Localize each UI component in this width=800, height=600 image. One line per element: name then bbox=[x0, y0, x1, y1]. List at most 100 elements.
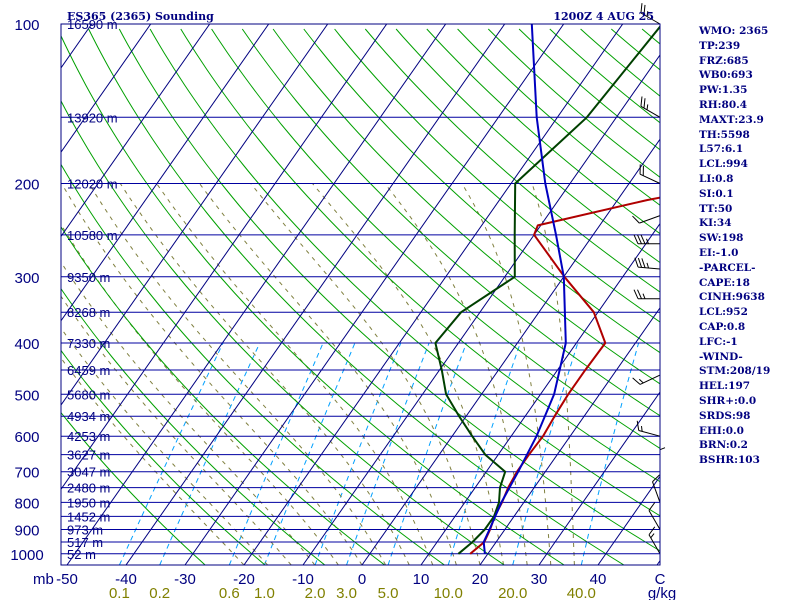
moist-adiabats bbox=[61, 183, 575, 565]
isotherm-line bbox=[420, 222, 660, 565]
mixing-ratio-line bbox=[387, 342, 467, 565]
dry-adiabat bbox=[61, 411, 206, 565]
isotherm-line bbox=[61, 24, 388, 491]
dry-adiabat bbox=[334, 28, 660, 323]
index-line: STM:208/19 bbox=[699, 365, 771, 378]
index-line: SW:198 bbox=[699, 232, 744, 245]
valid-time: 1200Z 4 AUG 25 bbox=[553, 10, 654, 23]
mixing-ratio-label: 3.0 bbox=[336, 585, 357, 600]
wind-barb bbox=[636, 420, 661, 437]
dry-adiabats bbox=[61, 28, 660, 565]
height-label: 517 m bbox=[67, 535, 103, 550]
pressure-tick-label: 900 bbox=[14, 523, 39, 540]
index-line: -PARCEL- bbox=[699, 261, 756, 274]
plot-frame bbox=[60, 23, 661, 566]
index-line: CAP:0.8 bbox=[699, 320, 746, 333]
wind-barb bbox=[632, 374, 661, 385]
dry-adiabat bbox=[149, 28, 660, 517]
index-line: WMO: 2365 bbox=[699, 25, 769, 37]
dry-adiabat bbox=[457, 28, 660, 206]
wind-barb bbox=[639, 164, 661, 184]
plot-area bbox=[0, 3, 666, 566]
dry-adiabat bbox=[61, 287, 326, 565]
moist-adiabat bbox=[119, 183, 410, 565]
index-line: BSHR:103 bbox=[699, 454, 760, 467]
index-line: -WIND- bbox=[699, 350, 743, 363]
isobars bbox=[61, 23, 660, 555]
pressure-unit-label: mb bbox=[33, 571, 54, 588]
height-label: 1452 m bbox=[67, 509, 110, 524]
mixing-ratio-label: 5.0 bbox=[378, 585, 399, 600]
temperature-tick-label: -10 bbox=[292, 571, 314, 588]
height-label: 12020 m bbox=[67, 177, 118, 192]
isotherm-line bbox=[61, 24, 211, 238]
temperature-tick-label: -40 bbox=[115, 571, 137, 588]
mixing-ratio-line bbox=[228, 342, 324, 565]
dry-adiabat bbox=[118, 28, 660, 552]
dry-adiabat bbox=[518, 28, 660, 151]
moist-adiabat bbox=[531, 183, 575, 565]
pressure-tick-label: 400 bbox=[14, 336, 39, 353]
temperature-tick-label: 30 bbox=[531, 571, 548, 588]
isotherm-line bbox=[361, 138, 660, 565]
height-label: 973 m bbox=[67, 523, 103, 538]
moist-adiabat bbox=[199, 183, 457, 565]
mixing-ratio-label: 10.0 bbox=[434, 585, 463, 600]
index-line: CINH:9638 bbox=[699, 291, 765, 304]
dry-adiabat bbox=[61, 349, 266, 565]
isotherm-line bbox=[0, 24, 33, 565]
dry-adiabat bbox=[61, 163, 445, 565]
index-line: SHR+:0.0 bbox=[699, 394, 757, 407]
temperature-tick-label: -50 bbox=[56, 571, 78, 588]
dewpoint-profile bbox=[434, 25, 660, 555]
wind-barb bbox=[652, 474, 661, 503]
index-line: EI:-1.0 bbox=[699, 246, 739, 259]
index-line: HEL:197 bbox=[699, 380, 751, 393]
isotherm-line bbox=[184, 24, 565, 565]
pressure-tick-label: 700 bbox=[14, 465, 39, 482]
wind-barb bbox=[632, 215, 661, 224]
pressure-tick-label: 800 bbox=[14, 495, 39, 512]
wind-barb bbox=[640, 96, 661, 118]
temperature-tick-label: -30 bbox=[174, 571, 196, 588]
height-label: 52 m bbox=[67, 547, 96, 562]
moist-adiabat bbox=[384, 183, 528, 565]
index-line: LCL:994 bbox=[699, 158, 748, 171]
temperature-tick-label: -20 bbox=[233, 571, 255, 588]
index-line: SRDS:98 bbox=[699, 409, 751, 422]
dry-adiabat bbox=[61, 34, 565, 565]
mixing-ratio-label: 1.0 bbox=[254, 585, 275, 600]
index-line: BRN:0.2 bbox=[699, 439, 748, 452]
isotherm-line bbox=[61, 24, 270, 322]
index-line: LCL:952 bbox=[699, 306, 748, 319]
index-line: PW:1.35 bbox=[699, 84, 748, 97]
temperature-tick-label: 0 bbox=[358, 571, 366, 588]
isotherm-line bbox=[125, 24, 506, 565]
pressure-tick-label: 300 bbox=[14, 270, 39, 287]
wind-barb bbox=[633, 234, 660, 245]
height-label: 13920 m bbox=[67, 110, 118, 125]
wind-barb bbox=[648, 502, 661, 530]
mixing-ratio-lines bbox=[118, 342, 640, 565]
mixing-ratio-line bbox=[314, 342, 402, 565]
dry-adiabat bbox=[426, 28, 660, 235]
mixing-ratio-line bbox=[447, 342, 521, 565]
chart-title: ES365 (2365) Sounding bbox=[67, 10, 214, 23]
mixing-ratio-line bbox=[346, 342, 430, 565]
dry-adiabat bbox=[211, 28, 660, 449]
mixing-ratio-line bbox=[118, 342, 224, 565]
dry-adiabat bbox=[272, 28, 660, 385]
pressure-tick-label: 200 bbox=[14, 177, 39, 194]
mixing-ratio-line bbox=[159, 342, 261, 565]
mixing-ratio-label: 0.6 bbox=[219, 585, 240, 600]
moist-adiabat bbox=[312, 183, 505, 565]
mixing-ratio-line bbox=[512, 342, 579, 565]
isotherm-line bbox=[479, 306, 660, 565]
moist-adiabat bbox=[250, 183, 481, 565]
index-line: TP:239 bbox=[699, 39, 741, 52]
wind-barb bbox=[640, 3, 661, 25]
height-label: 6459 m bbox=[67, 363, 110, 378]
isotherm-line bbox=[61, 24, 329, 406]
index-line: LI:0.8 bbox=[699, 172, 734, 185]
mixing-ratio-label: 0.2 bbox=[149, 585, 170, 600]
